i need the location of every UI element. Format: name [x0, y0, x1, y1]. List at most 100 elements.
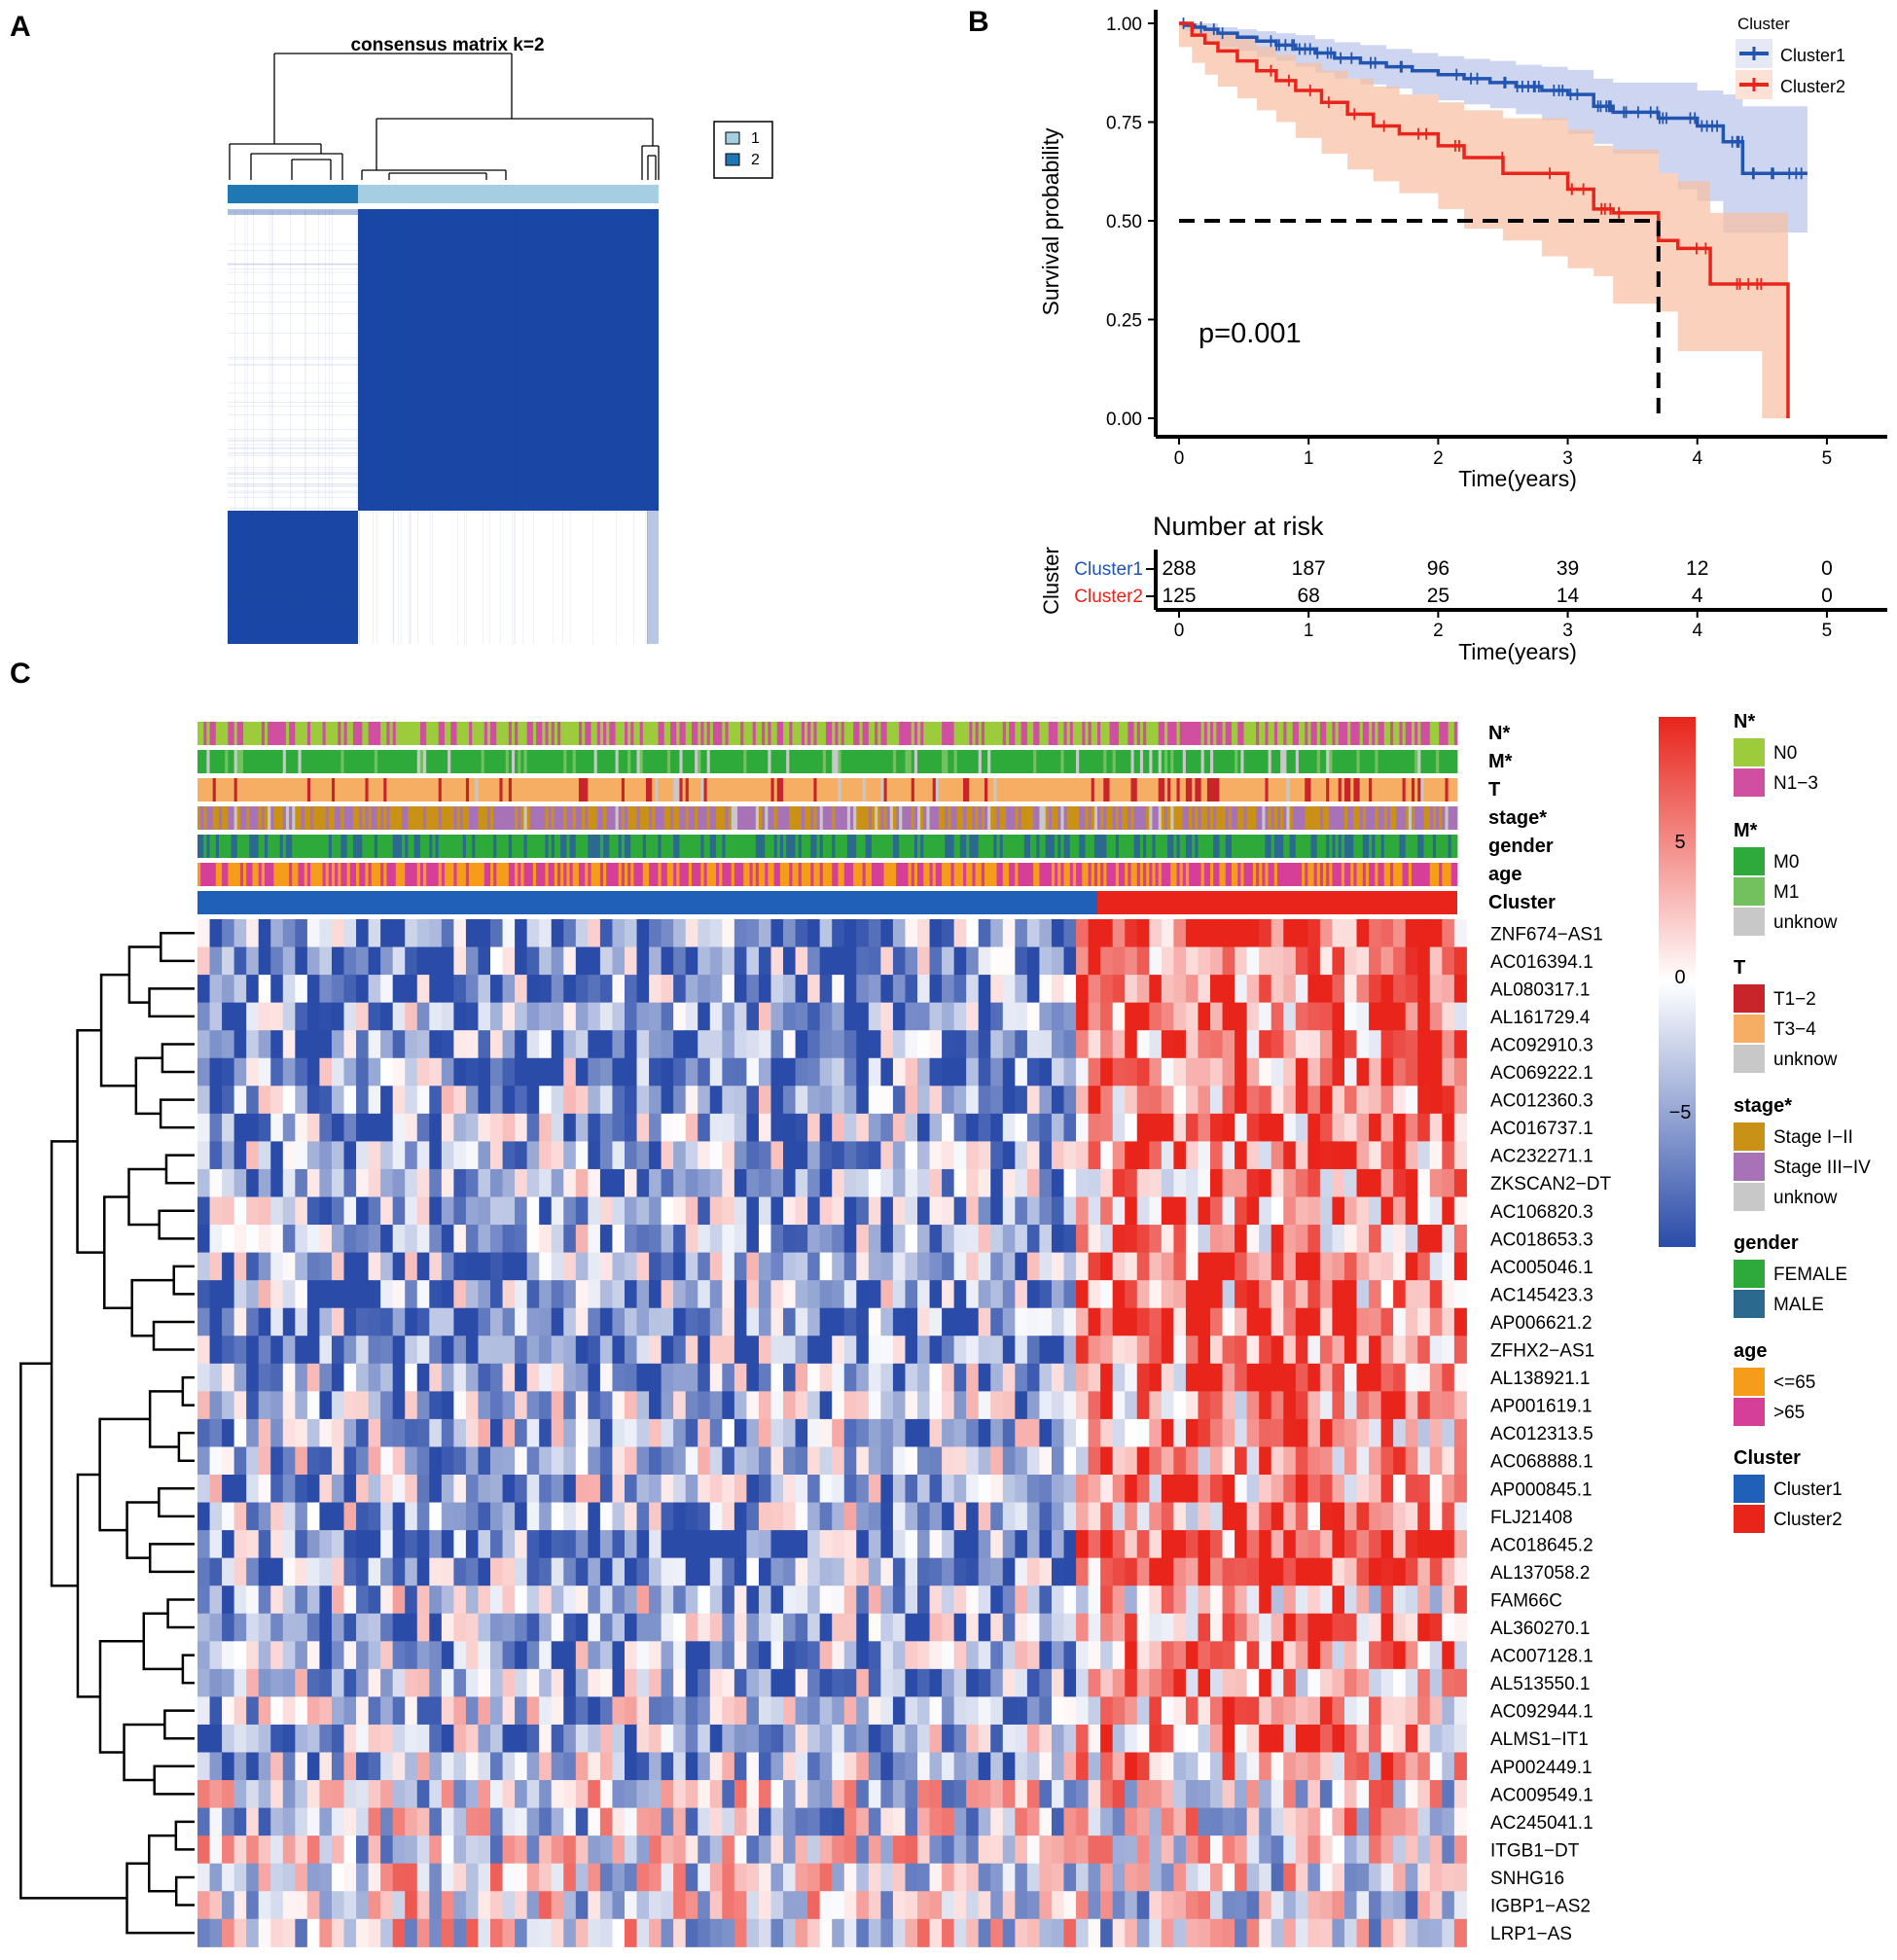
heatmap-cell [917, 1168, 931, 1197]
heatmap-cell [856, 1363, 870, 1392]
heatmap-cell [1149, 1418, 1163, 1447]
heatmap-cell [222, 1475, 235, 1504]
heatmap-cell [1210, 1196, 1224, 1226]
heatmap-cell [392, 1307, 406, 1336]
heatmap-cell [758, 1002, 771, 1031]
annotation-cell [529, 722, 534, 745]
annotation-cell [228, 835, 232, 858]
heatmap-cell [1295, 1280, 1308, 1309]
annotation-cell [523, 750, 528, 773]
annotation-cell [1146, 806, 1150, 830]
annotation-cell [1243, 835, 1248, 858]
annotation-cell [950, 806, 955, 830]
heatmap-cell [966, 1225, 980, 1254]
heatmap-cell [575, 1086, 589, 1115]
heatmap-cell [416, 1168, 430, 1197]
annotation-cell [807, 835, 811, 858]
annotation-cell [1268, 806, 1272, 830]
annotation-cell [1063, 863, 1068, 886]
heatmap-cell [465, 1002, 479, 1031]
heatmap-cell [795, 1057, 808, 1087]
annotation-cell [795, 722, 800, 745]
annotation-cell [746, 778, 750, 802]
annotation-cell [356, 835, 360, 858]
heatmap-cell [222, 1168, 235, 1197]
annotation-cell [816, 806, 821, 830]
annotation-cell [875, 750, 878, 773]
heatmap-cell [978, 1363, 991, 1392]
annotation-cell [969, 722, 973, 745]
annotation-cell [846, 778, 851, 802]
heatmap-cell [698, 1307, 711, 1336]
annotation-cell [670, 835, 674, 858]
annotation-cell [1039, 722, 1043, 745]
heatmap-cell [270, 1168, 284, 1197]
heatmap-cell [1259, 1002, 1272, 1031]
heatmap-cell [453, 1030, 467, 1059]
annotation-cell [1225, 806, 1230, 830]
annotation-cell [1426, 863, 1431, 886]
heatmap-cell [319, 1280, 333, 1309]
annotation-cell [798, 835, 803, 858]
annotation-cell [402, 863, 406, 886]
annotation-cell [499, 863, 503, 886]
annotation-cell [356, 750, 360, 773]
annotation-cell [908, 722, 913, 745]
heatmap-cell [868, 1280, 881, 1309]
heatmap-cell [734, 1280, 747, 1309]
heatmap-cell [441, 1252, 454, 1281]
heatmap-cell [515, 1030, 528, 1059]
heatmap-cell [1343, 1418, 1358, 1447]
heatmap-cell [953, 1336, 967, 1365]
annotation-cell [627, 806, 631, 830]
annotation-cell [945, 750, 948, 773]
annotation-cell [548, 778, 553, 802]
annotation-cell [1122, 778, 1126, 802]
heatmap-cell [1453, 1280, 1467, 1309]
heatmap-cell [1185, 1446, 1199, 1476]
annotation-cell [1439, 835, 1443, 858]
annotation-cell [383, 722, 387, 745]
heatmap-cell [942, 1363, 955, 1392]
heatmap-cell [783, 1363, 797, 1392]
heatmap-cell [661, 1141, 674, 1170]
heatmap-cell [1429, 1446, 1443, 1476]
heatmap-cell [1246, 1280, 1260, 1309]
heatmap-cell [465, 1196, 479, 1226]
annotation-cell [542, 778, 546, 802]
x-tick-label: 3 [1562, 448, 1573, 469]
annotation-cell [655, 806, 659, 830]
annotation-cell [832, 806, 836, 830]
annotation-cell [435, 778, 440, 802]
annotation-cell [609, 778, 613, 802]
annotation-cell [395, 835, 400, 858]
heatmap-cell [807, 1057, 821, 1087]
annotation-tracks [197, 722, 1458, 914]
annotation-cell [255, 835, 260, 858]
annotation-cell [1173, 750, 1177, 773]
heatmap-cell [1319, 1113, 1333, 1142]
heatmap-cell [868, 1307, 881, 1336]
annotation-cell [1091, 722, 1095, 745]
annotation-cell [371, 863, 376, 886]
annotation-cell [1365, 835, 1370, 858]
annotation-cell [596, 722, 601, 745]
annotation-cell [508, 722, 513, 745]
heatmap-cell [429, 1086, 443, 1115]
annotation-cell [920, 722, 924, 745]
heatmap-cell [1332, 1252, 1345, 1281]
annotation-cell [810, 722, 814, 745]
annotation-cell [1249, 750, 1254, 773]
heatmap-cell [1039, 1446, 1053, 1476]
heatmap-cell [1417, 1280, 1431, 1309]
heatmap-cell [709, 1446, 723, 1476]
heatmap-cell [502, 975, 516, 1004]
heatmap-cell [453, 1418, 467, 1447]
heatmap-cell [673, 1002, 687, 1031]
heatmap-cell [1125, 1002, 1138, 1031]
heatmap-cell [1026, 1002, 1040, 1031]
heatmap-cell [490, 1475, 504, 1504]
annotation-cell [1063, 806, 1068, 830]
annotation-cell [856, 806, 860, 830]
heatmap-cell [832, 1418, 845, 1447]
